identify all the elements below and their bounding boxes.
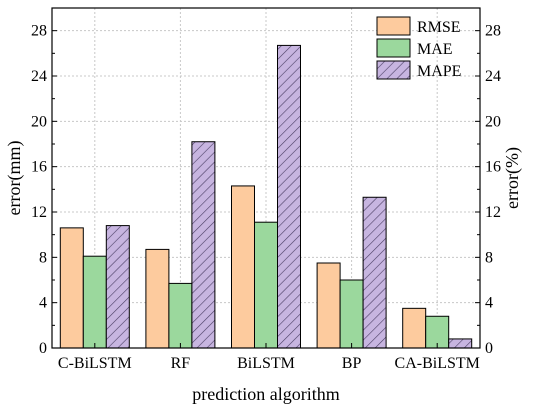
- bar-rmse-bp: [316, 262, 341, 349]
- legend: RMSE MAE MAPE: [376, 16, 461, 80]
- y-tick-label: 4: [39, 295, 47, 312]
- legend-swatch-mae: [376, 38, 411, 58]
- legend-label-rmse: RMSE: [417, 19, 461, 36]
- x-tick-label: CA-BiLSTM: [395, 355, 480, 372]
- y2-tick-label: 0: [485, 340, 493, 357]
- bar-mae-rf: [168, 282, 193, 349]
- y2-tick-label: 4: [485, 295, 493, 312]
- axes: 0 4 8 12 16 20 24 28 0 4 8 12 16 20 24 28 C-BiLSTM RF BiLS…: [31, 7, 501, 372]
- bar-rmse-c-bilstm: [59, 227, 84, 349]
- y-tick-label: 12: [31, 204, 47, 221]
- y2-tick-label: 12: [485, 204, 501, 221]
- y-tick-label: 24: [31, 68, 47, 85]
- y-tick-label: 28: [31, 23, 47, 40]
- x-tick-label: BP: [342, 355, 362, 372]
- y2-tick-label: 16: [485, 159, 501, 176]
- bar-mape-rf: [191, 141, 216, 349]
- bar-rmse-rf: [145, 248, 170, 349]
- y-tick-label: 0: [39, 340, 47, 357]
- bar-mape-bilstm: [277, 44, 301, 349]
- y2-axis-title: error(%): [502, 147, 523, 209]
- legend-label-mae: MAE: [417, 41, 453, 58]
- bar-mape-bp: [362, 196, 387, 349]
- bar-mae-bp: [339, 279, 364, 349]
- legend-swatch-mape: [376, 60, 411, 80]
- y2-tick-label: 20: [485, 113, 501, 130]
- bar-mape-ca-bilstm: [448, 338, 473, 349]
- bar-mape-c-bilstm: [105, 225, 130, 349]
- bar-mae-bilstm: [254, 221, 278, 349]
- x-axis-title: prediction algorithm: [192, 384, 339, 404]
- legend-swatch-rmse: [376, 16, 411, 36]
- y-tick-label: 20: [31, 113, 47, 130]
- y2-tick-label: 24: [485, 68, 501, 85]
- legend-label-mape: MAPE: [417, 63, 461, 80]
- y-tick-label: 8: [39, 249, 47, 266]
- x-tick-label: RF: [171, 355, 191, 372]
- bar-rmse-ca-bilstm: [402, 307, 427, 349]
- x-tick-label: C-BiLSTM: [58, 355, 132, 372]
- y2-tick-label: 28: [485, 23, 501, 40]
- bar-mae-c-bilstm: [82, 255, 107, 349]
- y2-tick-label: 8: [485, 249, 493, 266]
- y-tick-label: 16: [31, 159, 47, 176]
- x-tick-label: BiLSTM: [237, 355, 295, 372]
- y-axis-title: error(mm): [4, 141, 25, 216]
- bar-rmse-bilstm: [231, 185, 255, 349]
